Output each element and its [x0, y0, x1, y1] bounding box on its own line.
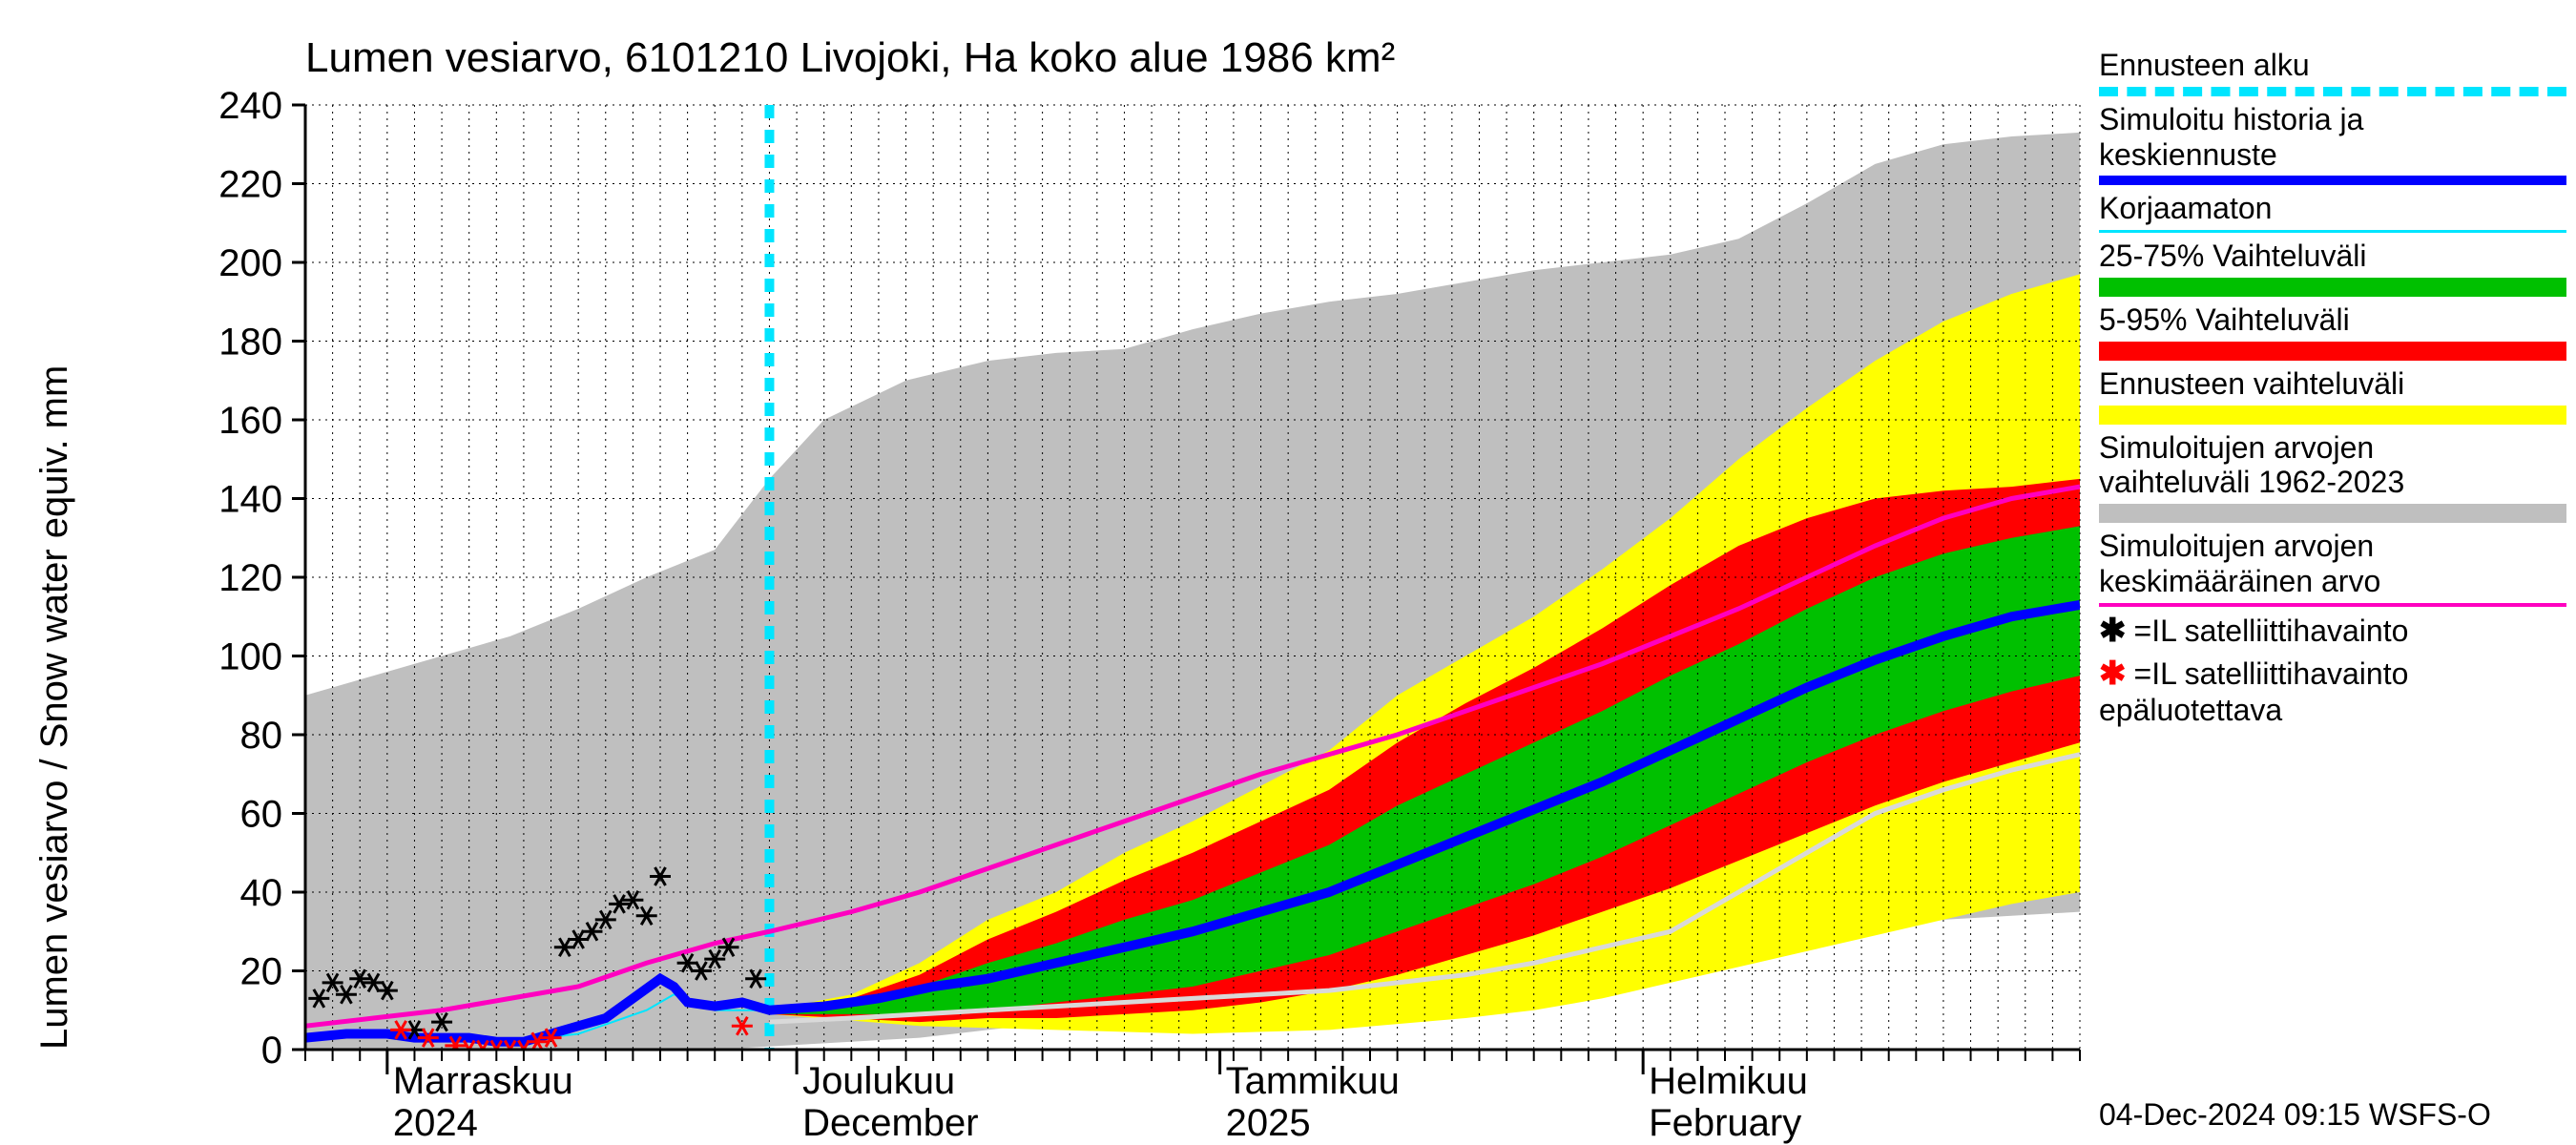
legend-label: Ennusteen alku [2099, 48, 2576, 83]
legend-label: Simuloitu historia ja [2099, 102, 2576, 137]
x-tick-label-bottom: 2025 [1226, 1102, 1311, 1144]
y-tick-label: 200 [218, 242, 282, 284]
legend-label: 5-95% Vaihteluväli [2099, 302, 2576, 338]
x-tick-label-top: Joulukuu [802, 1060, 955, 1102]
legend-label: 25-75% Vaihteluväli [2099, 239, 2576, 274]
legend-swatch-fill [2099, 342, 2566, 361]
footer-timestamp: 04-Dec-2024 09:15 WSFS-O [2099, 1097, 2491, 1133]
legend-marker-icon: ✱ [2099, 613, 2127, 650]
legend-swatch-fill [2099, 504, 2566, 523]
legend-entry: 25-75% Vaihteluväli [2099, 239, 2576, 297]
legend-label: =IL satelliittihavainto [2134, 614, 2409, 649]
y-tick-label: 80 [240, 715, 283, 757]
y-tick-label: 160 [218, 400, 282, 442]
legend-swatch-dash [2099, 87, 2566, 96]
legend-swatch-fill [2099, 278, 2566, 297]
y-tick-label: 120 [218, 557, 282, 599]
y-axis-label: Lumen vesiarvo / Snow water equiv. mm [33, 365, 75, 1050]
legend-label: vaihteluväli 1962-2023 [2099, 465, 2576, 500]
legend-label: keskiennuste [2099, 137, 2576, 173]
legend-entry: ✱=IL satelliittihavaintoepäluotettava [2099, 656, 2576, 728]
y-tick-label: 240 [218, 85, 282, 127]
y-tick-label: 140 [218, 479, 282, 521]
legend: Ennusteen alkuSimuloitu historia jakeski… [2099, 48, 2576, 734]
legend-entry: Ennusteen alku [2099, 48, 2576, 96]
x-tick-label-top: Marraskuu [393, 1060, 573, 1102]
legend-label: Ennusteen vaihteluväli [2099, 366, 2576, 402]
y-tick-label: 60 [240, 794, 283, 836]
legend-swatch-line [2099, 176, 2566, 185]
y-tick-label: 180 [218, 322, 282, 364]
legend-marker-icon: ✱ [2099, 656, 2127, 693]
legend-swatch-fill [2099, 406, 2566, 425]
legend-entry: ✱=IL satelliittihavainto [2099, 613, 2576, 650]
legend-label: Simuloitujen arvojen [2099, 529, 2576, 564]
x-tick-label-bottom: February [1649, 1102, 1801, 1144]
legend-label: keskimääräinen arvo [2099, 564, 2576, 599]
legend-entry: 5-95% Vaihteluväli [2099, 302, 2576, 361]
y-tick-label: 0 [261, 1030, 282, 1072]
x-tick-label-bottom: December [802, 1102, 979, 1144]
legend-entry: Simuloitujen arvojenvaihteluväli 1962-20… [2099, 430, 2576, 524]
chart-title: Lumen vesiarvo, 6101210 Livojoki, Ha kok… [305, 34, 1395, 81]
legend-swatch-line [2099, 230, 2566, 233]
y-tick-label: 220 [218, 164, 282, 206]
legend-entry: Simuloitujen arvojenkeskimääräinen arvo [2099, 529, 2576, 607]
legend-label: epäluotettava [2099, 693, 2576, 728]
legend-label: =IL satelliittihavainto [2134, 656, 2409, 692]
y-tick-label: 100 [218, 636, 282, 678]
y-tick-label: 20 [240, 951, 283, 993]
x-tick-label-top: Tammikuu [1226, 1060, 1400, 1102]
legend-entry: Ennusteen vaihteluväli [2099, 366, 2576, 425]
x-tick-label-top: Helmikuu [1649, 1060, 1808, 1102]
x-tick-label-bottom: 2024 [393, 1102, 478, 1144]
chart-root: 0 20 40 60 80 100 120 140 160 180 200 220 240 Marrask… [0, 0, 2576, 1145]
y-tick-label: 40 [240, 872, 283, 914]
legend-entry: Simuloitu historia jakeskiennuste [2099, 102, 2576, 186]
legend-entry: Korjaamaton [2099, 191, 2576, 233]
legend-label: Simuloitujen arvojen [2099, 430, 2576, 466]
legend-label: Korjaamaton [2099, 191, 2576, 226]
legend-swatch-line [2099, 603, 2566, 607]
bands [305, 133, 2080, 1050]
